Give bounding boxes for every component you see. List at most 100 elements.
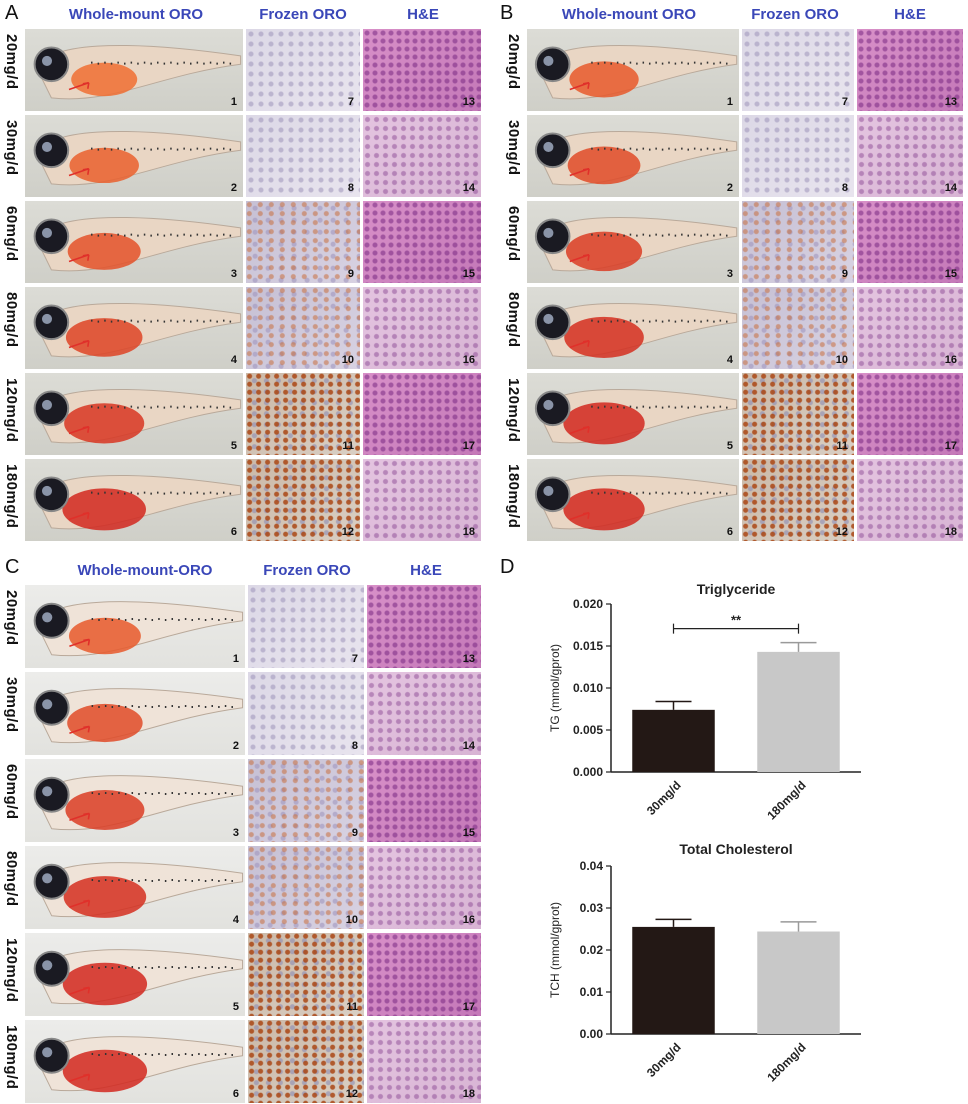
y-tick-label: 0.010 [573,681,603,695]
image-number: 6 [232,1088,239,1100]
y-tick-label: 0.015 [573,639,603,653]
whole-mount-image: 1 [526,28,740,112]
dose-label: 20mg/d [3,590,20,646]
image-number: 2 [726,182,733,194]
panel-letter-d: D [500,556,515,578]
image-number: 10 [345,914,358,926]
dose-label: 80mg/d [3,292,20,348]
total-cholesterol-chart: Total Cholesterol 0.00 0.01 0.02 0.03 0.04 TCH… [548,841,861,1085]
frozen-oro-image: 11 [741,372,855,456]
whole-mount-image: 2 [526,114,740,198]
col-header-whole-mount: Whole-mount ORO [561,6,697,23]
image-number: 9 [841,268,848,280]
col-header-whole-mount: Whole-mount ORO [68,6,204,23]
x-tick-label: 30mg/d [644,778,684,818]
image-number: 17 [462,440,475,452]
image-number: 12 [835,526,848,538]
panel-letter-c: C [5,556,20,578]
dose-label: 120mg/d [3,938,20,1003]
y-axis-label: TCH (mmol/gprot) [548,902,562,998]
image-number: 8 [351,740,358,752]
frozen-oro-image: 8 [741,114,855,198]
whole-mount-image: 3 [24,200,244,284]
he-image: 13 [366,584,482,669]
significance-stars: ** [731,613,742,628]
image-number: 5 [726,440,733,452]
image-number: 6 [726,526,733,538]
dose-label: 60mg/d [3,206,20,262]
x-tick-label: 30mg/d [644,1040,684,1080]
image-number: 7 [347,96,354,108]
frozen-oro-image: 7 [245,28,361,112]
panel-d: D Triglyceride 0.000 0.005 0.010 0.015 0.020 T… [484,556,968,1092]
whole-mount-image: 6 [24,458,244,542]
image-number: 4 [232,914,239,926]
x-tick-label: 180mg/d [764,1040,808,1084]
image-number: 12 [341,526,354,538]
col-header-whole-mount: Whole-mount-ORO [77,562,213,579]
chart-title: Total Cholesterol [679,841,792,857]
frozen-oro-image: 9 [245,200,361,284]
whole-mount-image: 5 [526,372,740,456]
image-number: 3 [726,268,733,280]
he-image: 13 [856,28,964,112]
he-image: 15 [362,200,482,284]
image-number: 16 [462,354,475,366]
dose-label: 30mg/d [3,677,20,733]
image-number: 8 [347,182,354,194]
bar-30mg-d [632,926,715,1034]
triglyceride-chart: Triglyceride 0.000 0.005 0.010 0.015 0.020 TG … [548,581,861,823]
image-number: 3 [230,268,237,280]
he-image: 16 [856,286,964,370]
dose-label: 20mg/d [505,34,522,90]
dose-label: 30mg/d [3,120,20,176]
y-tick-label: 0.020 [573,597,603,611]
image-number: 7 [351,653,358,665]
whole-mount-image: 6 [24,1019,246,1104]
frozen-oro-image: 10 [245,286,361,370]
he-image: 13 [362,28,482,112]
whole-mount-image: 4 [24,845,246,930]
y-tick-label: 0.005 [573,723,603,737]
image-number: 15 [462,827,475,839]
whole-mount-image: 5 [24,932,246,1017]
image-number: 13 [944,96,957,108]
col-header-frozen: Frozen ORO [259,6,347,23]
image-number: 4 [230,354,237,366]
image-number: 3 [232,827,239,839]
dose-label: 30mg/d [505,120,522,176]
he-image: 15 [856,200,964,284]
he-image: 16 [366,845,482,930]
y-tick-label: 0.04 [580,859,604,873]
dose-label: 80mg/d [505,292,522,348]
whole-mount-image: 4 [24,286,244,370]
dose-label: 180mg/d [3,464,20,529]
frozen-oro-image: 7 [247,584,365,669]
frozen-oro-image: 12 [247,1019,365,1104]
image-number: 1 [726,96,733,108]
he-image: 18 [366,1019,482,1104]
col-header-he: H&E [894,6,926,23]
frozen-oro-image: 8 [247,671,365,756]
image-number: 16 [462,914,475,926]
image-number: 11 [836,440,848,452]
image-number: 18 [462,526,475,538]
y-tick-label: 0.00 [580,1027,604,1041]
bar-180mg-d [757,931,840,1034]
whole-mount-image: 5 [24,372,244,456]
he-image: 14 [856,114,964,198]
whole-mount-image: 2 [24,114,244,198]
chart-title: Triglyceride [697,581,776,597]
frozen-oro-image: 12 [741,458,855,542]
y-tick-label: 0.02 [580,943,604,957]
image-number: 13 [462,653,475,665]
bar-30mg-d [632,709,715,772]
whole-mount-image: 3 [24,758,246,843]
image-number: 2 [230,182,237,194]
frozen-oro-image: 10 [741,286,855,370]
image-number: 1 [230,96,237,108]
image-number: 17 [944,440,957,452]
image-number: 4 [726,354,733,366]
image-number: 14 [944,182,957,194]
whole-mount-image: 3 [526,200,740,284]
